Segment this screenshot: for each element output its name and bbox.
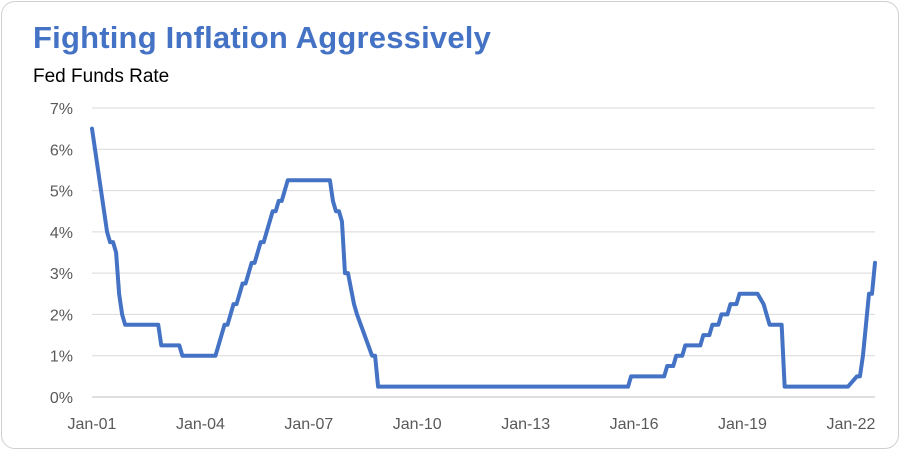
- x-tick-label: Jan-13: [501, 416, 550, 433]
- chart-subtitle: Fed Funds Rate: [33, 66, 170, 87]
- x-tick-label: Jan-01: [68, 416, 117, 433]
- y-axis-ticks: 0% 1% 2% 3% 4% 5% 6% 7%: [50, 101, 73, 407]
- x-tick-label: Jan-22: [826, 416, 875, 433]
- series-layer: [90, 126, 877, 389]
- x-tick-label: Jan-10: [393, 416, 442, 433]
- y-tick-label: 5%: [50, 184, 73, 201]
- y-tick-label: 2%: [50, 307, 73, 324]
- gridlines: [92, 107, 875, 398]
- y-tick-label: 6%: [50, 142, 73, 159]
- x-tick-label: Jan-04: [176, 416, 225, 433]
- y-tick-label: 1%: [50, 349, 73, 366]
- y-tick-label: 7%: [50, 101, 73, 118]
- y-tick-label: 4%: [50, 225, 73, 242]
- x-tick-label: Jan-07: [284, 416, 333, 433]
- y-tick-label: 3%: [50, 266, 73, 283]
- x-tick-label: Jan-16: [610, 416, 659, 433]
- x-tick-label: Jan-19: [718, 416, 767, 433]
- fed-funds-rate-line: [90, 126, 877, 389]
- chart-title: Fighting Inflation Aggressively: [33, 20, 492, 55]
- y-tick-label: 0%: [50, 390, 73, 407]
- x-axis-ticks: Jan-01 Jan-04 Jan-07 Jan-10 Jan-13 Jan-16 Jan-…: [68, 416, 876, 433]
